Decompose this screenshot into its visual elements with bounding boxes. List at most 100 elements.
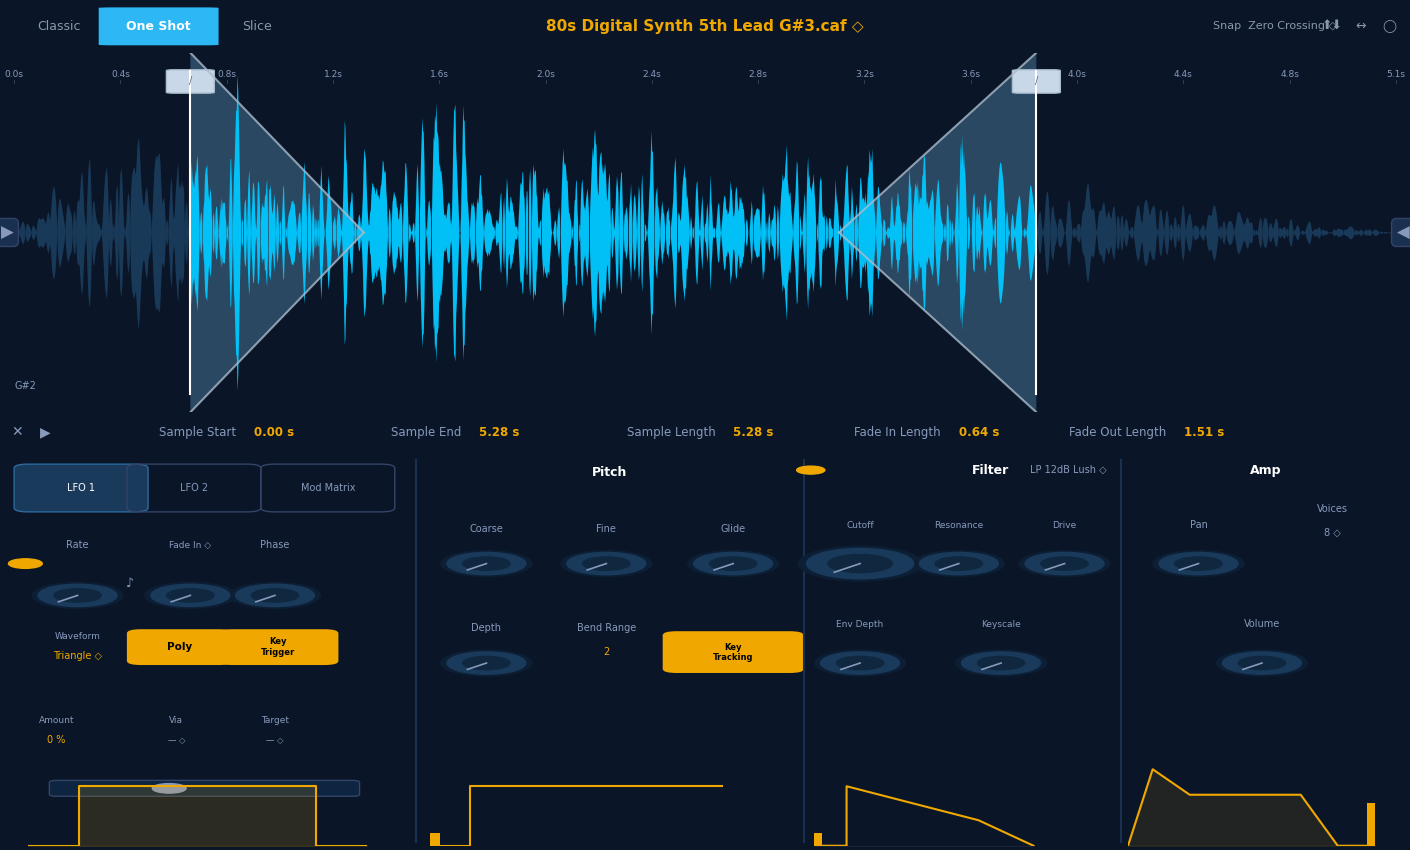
- Circle shape: [230, 582, 320, 609]
- Text: 2.8s: 2.8s: [749, 70, 767, 79]
- Circle shape: [1222, 652, 1301, 674]
- Text: Sample Start: Sample Start: [159, 426, 240, 439]
- Text: ◉: ◉: [21, 558, 30, 569]
- Text: Target: Target: [261, 716, 289, 725]
- Text: 1.2s: 1.2s: [323, 70, 343, 79]
- Text: 2.0s: 2.0s: [536, 70, 556, 79]
- Circle shape: [798, 547, 922, 581]
- Text: Coarse: Coarse: [470, 524, 503, 534]
- Text: Waveform: Waveform: [55, 632, 100, 641]
- Text: G#2: G#2: [14, 381, 37, 391]
- Circle shape: [956, 650, 1046, 676]
- Circle shape: [54, 589, 102, 602]
- Circle shape: [807, 548, 914, 579]
- Text: Bend Range: Bend Range: [577, 623, 636, 633]
- Text: Fine: Fine: [596, 524, 616, 534]
- Text: Resonance: Resonance: [935, 521, 983, 530]
- Text: Volume: Volume: [1244, 620, 1280, 629]
- Circle shape: [462, 656, 510, 670]
- Circle shape: [914, 551, 1004, 576]
- Circle shape: [836, 656, 884, 670]
- Text: Env Depth: Env Depth: [836, 620, 884, 629]
- Text: Filter: Filter: [971, 463, 1010, 477]
- FancyBboxPatch shape: [127, 629, 233, 665]
- Text: Poly: Poly: [168, 642, 192, 652]
- Circle shape: [797, 466, 825, 474]
- Text: Phase: Phase: [261, 540, 289, 550]
- Text: 3.6s: 3.6s: [962, 70, 980, 79]
- Text: Glide: Glide: [721, 524, 746, 534]
- Text: Amount: Amount: [38, 716, 75, 725]
- Text: Classic: Classic: [38, 20, 80, 33]
- FancyBboxPatch shape: [1012, 70, 1060, 94]
- Circle shape: [1041, 557, 1089, 570]
- Circle shape: [32, 582, 123, 609]
- Text: 0.8s: 0.8s: [217, 70, 237, 79]
- Text: 8 ◇: 8 ◇: [1324, 528, 1341, 538]
- Text: ↔: ↔: [1355, 20, 1366, 33]
- FancyBboxPatch shape: [49, 780, 360, 796]
- Text: 1.6s: 1.6s: [430, 70, 448, 79]
- Circle shape: [821, 652, 900, 674]
- Circle shape: [151, 584, 230, 607]
- Text: Fade Out Length: Fade Out Length: [1069, 426, 1170, 439]
- Text: Snap  Zero Crossing ◇: Snap Zero Crossing ◇: [1213, 21, 1337, 31]
- Text: LP 12dB Lush ◇: LP 12dB Lush ◇: [1029, 465, 1107, 475]
- Circle shape: [1238, 656, 1286, 670]
- Circle shape: [688, 551, 778, 576]
- FancyBboxPatch shape: [1368, 803, 1375, 846]
- Circle shape: [1217, 650, 1307, 676]
- Circle shape: [977, 656, 1025, 670]
- Text: 2.4s: 2.4s: [643, 70, 661, 79]
- Text: Pitch: Pitch: [592, 466, 627, 479]
- Polygon shape: [839, 53, 1036, 233]
- Text: 4.8s: 4.8s: [1280, 70, 1299, 79]
- Circle shape: [582, 557, 630, 570]
- Text: — ◇: — ◇: [266, 735, 283, 745]
- Text: Pan: Pan: [1190, 520, 1207, 530]
- Circle shape: [567, 552, 646, 575]
- Text: LFO 2: LFO 2: [180, 483, 207, 493]
- Text: Keyscale: Keyscale: [981, 620, 1021, 629]
- Text: 5.1s: 5.1s: [1386, 70, 1406, 79]
- Circle shape: [828, 554, 893, 573]
- Text: /: /: [1035, 76, 1038, 87]
- Text: One Shot: One Shot: [125, 20, 190, 33]
- Text: 5.28 s: 5.28 s: [479, 426, 520, 439]
- FancyBboxPatch shape: [219, 629, 338, 665]
- Circle shape: [919, 552, 998, 575]
- Text: Cutoff: Cutoff: [846, 521, 874, 530]
- Text: ✕: ✕: [11, 425, 23, 439]
- Circle shape: [447, 652, 526, 674]
- Text: Depth: Depth: [471, 623, 502, 633]
- Text: Voices: Voices: [1317, 504, 1348, 514]
- Circle shape: [166, 589, 214, 602]
- Text: 80s Digital Synth 5th Lead G#3.caf ◇: 80s Digital Synth 5th Lead G#3.caf ◇: [546, 19, 864, 34]
- Circle shape: [441, 551, 532, 576]
- Circle shape: [8, 558, 42, 569]
- FancyBboxPatch shape: [663, 632, 804, 673]
- Text: Mod Matrix: Mod Matrix: [300, 483, 355, 493]
- Circle shape: [1025, 552, 1104, 575]
- Circle shape: [1153, 551, 1244, 576]
- Circle shape: [38, 584, 117, 607]
- FancyBboxPatch shape: [99, 8, 219, 45]
- Text: ♪: ♪: [125, 577, 134, 590]
- Text: Key
Tracking: Key Tracking: [713, 643, 753, 662]
- Circle shape: [1019, 551, 1110, 576]
- Circle shape: [251, 589, 299, 602]
- Text: 3.2s: 3.2s: [854, 70, 874, 79]
- Text: ◀: ◀: [1396, 224, 1410, 241]
- Text: Fade In Length: Fade In Length: [854, 426, 945, 439]
- Circle shape: [935, 557, 983, 570]
- Text: Sample End: Sample End: [391, 426, 465, 439]
- FancyBboxPatch shape: [14, 464, 148, 512]
- Text: 2: 2: [603, 647, 609, 657]
- Text: /: /: [189, 76, 192, 87]
- Text: Amp: Amp: [1249, 463, 1282, 477]
- Circle shape: [561, 551, 651, 576]
- Circle shape: [815, 650, 905, 676]
- Text: 0.00 s: 0.00 s: [254, 426, 293, 439]
- Text: Drive: Drive: [1052, 521, 1077, 530]
- Circle shape: [962, 652, 1041, 674]
